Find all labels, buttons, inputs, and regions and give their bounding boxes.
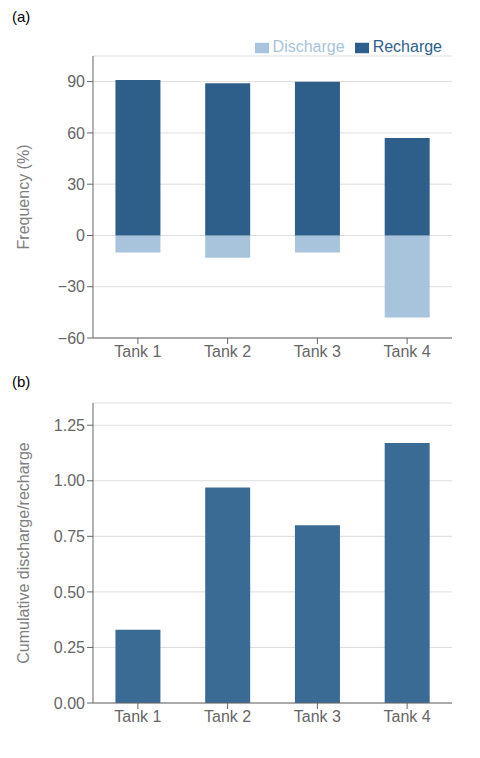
svg-text:Tank 3: Tank 3: [294, 708, 341, 725]
html-text:Recharge: Recharge: [372, 38, 442, 55]
svg-text:Tank 4: Tank 4: [384, 708, 431, 725]
html-text:Discharge: Discharge: [272, 38, 345, 55]
svg-text:−60: −60: [58, 330, 85, 347]
svg-text:60: 60: [67, 125, 85, 142]
svg-text:Tank 2: Tank 2: [204, 343, 251, 360]
svg-text:Tank 1: Tank 1: [114, 343, 161, 360]
svg-text:0.25: 0.25: [54, 639, 85, 656]
svg-text:1.00: 1.00: [54, 472, 85, 489]
svg-text:0.50: 0.50: [54, 584, 85, 601]
svg-text:0: 0: [76, 227, 85, 244]
svg-text:1.25: 1.25: [54, 417, 85, 434]
svg-text:0.00: 0.00: [54, 695, 85, 712]
svg-text:0.75: 0.75: [54, 528, 85, 545]
svg-text:Cumulative discharge/recharge: Cumulative discharge/recharge: [15, 442, 32, 664]
svg-text:Frequency (%): Frequency (%): [15, 145, 32, 250]
svg-text:−30: −30: [58, 278, 85, 295]
svg-text:Tank 3: Tank 3: [294, 343, 341, 360]
html-text:(a): (a): [12, 8, 31, 25]
svg-text:Tank 1: Tank 1: [114, 708, 161, 725]
svg-text:30: 30: [67, 176, 85, 193]
html-text:(b): (b): [12, 373, 31, 390]
svg-text:Tank 4: Tank 4: [384, 343, 431, 360]
svg-text:90: 90: [67, 73, 85, 90]
svg-text:Tank 2: Tank 2: [204, 708, 251, 725]
